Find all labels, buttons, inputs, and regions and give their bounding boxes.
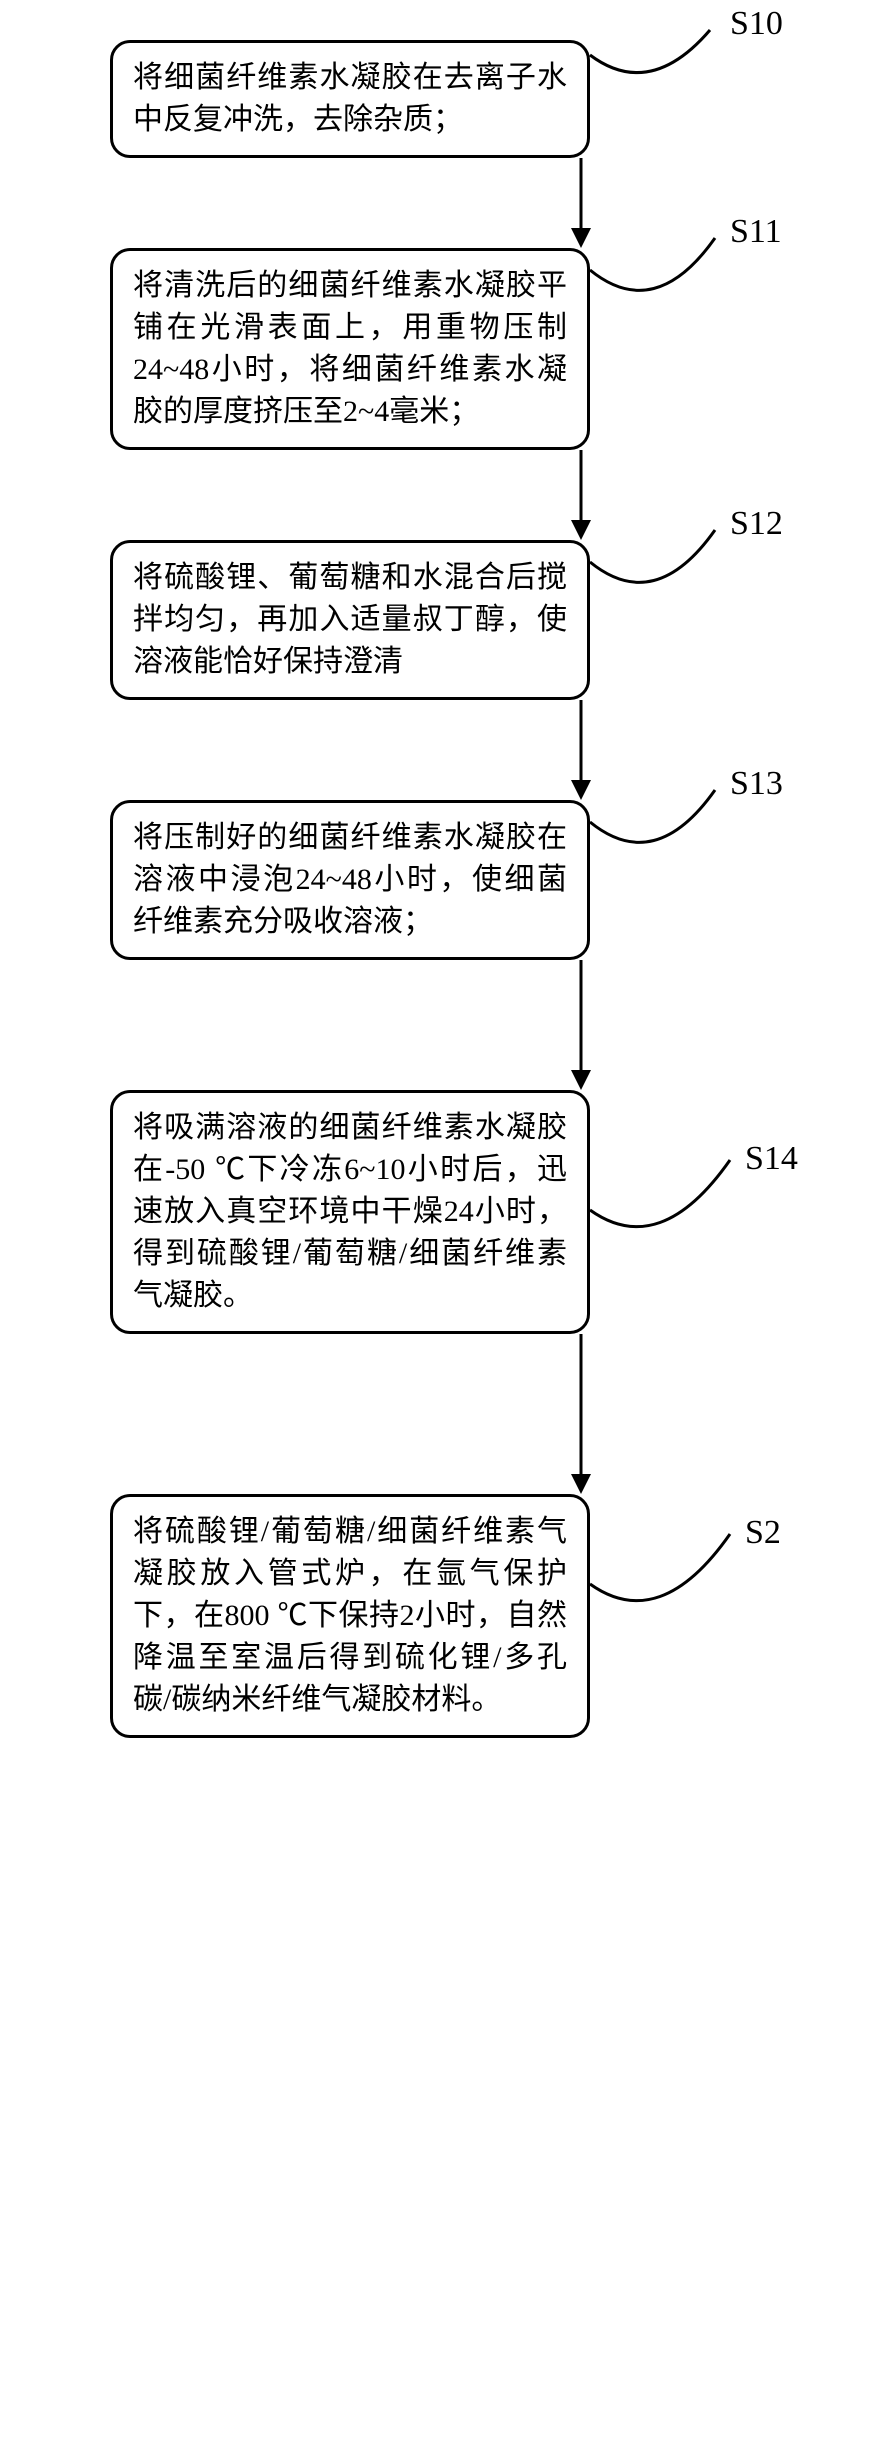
step-text-s10: 将细菌纤维素水凝胶在去离子水中反复冲洗，去除杂质； bbox=[133, 61, 567, 136]
connector-s12 bbox=[580, 520, 860, 610]
arrow-s14-s2 bbox=[561, 1334, 601, 1494]
step-row-s14: 将吸满溶液的细菌纤维素水凝胶在-50 ℃下冷冻6~10小时后，迅速放入真空环境中… bbox=[60, 1090, 831, 1334]
step-box-s11: 将清洗后的细菌纤维素水凝胶平铺在光滑表面上，用重物压制24~48小时，将细菌纤维… bbox=[110, 248, 590, 450]
connector-s13 bbox=[580, 780, 860, 870]
step-label-s10: S10 bbox=[730, 5, 783, 43]
step-row-s10: 将细菌纤维素水凝胶在去离子水中反复冲洗，去除杂质； S10 bbox=[60, 40, 831, 158]
flowchart-container: 将细菌纤维素水凝胶在去离子水中反复冲洗，去除杂质； S10 将清洗后的细菌纤维素… bbox=[60, 40, 831, 1738]
step-label-s12: S12 bbox=[730, 505, 783, 543]
step-box-s10: 将细菌纤维素水凝胶在去离子水中反复冲洗，去除杂质； bbox=[110, 40, 590, 158]
step-row-s13: 将压制好的细菌纤维素水凝胶在溶液中浸泡24~48小时，使细菌纤维素充分吸收溶液；… bbox=[60, 800, 831, 960]
step-row-s12: 将硫酸锂、葡萄糖和水混合后搅拌均匀，再加入适量叔丁醇，使溶液能恰好保持澄清 S1… bbox=[60, 540, 831, 700]
step-box-s2: 将硫酸锂/葡萄糖/细菌纤维素气凝胶放入管式炉，在氩气保护下，在800 ℃下保持2… bbox=[110, 1494, 590, 1738]
step-text-s14: 将吸满溶液的细菌纤维素水凝胶在-50 ℃下冷冻6~10小时后，迅速放入真空环境中… bbox=[133, 1111, 567, 1312]
arrow-s10-s11 bbox=[561, 158, 601, 248]
arrow-s13-s14 bbox=[561, 960, 601, 1090]
step-box-s12: 将硫酸锂、葡萄糖和水混合后搅拌均匀，再加入适量叔丁醇，使溶液能恰好保持澄清 bbox=[110, 540, 590, 700]
step-label-s14: S14 bbox=[745, 1140, 798, 1178]
connector-s14 bbox=[580, 1150, 860, 1260]
step-row-s11: 将清洗后的细菌纤维素水凝胶平铺在光滑表面上，用重物压制24~48小时，将细菌纤维… bbox=[60, 248, 831, 450]
arrow-s11-s12 bbox=[561, 450, 601, 540]
step-text-s13: 将压制好的细菌纤维素水凝胶在溶液中浸泡24~48小时，使细菌纤维素充分吸收溶液； bbox=[133, 821, 567, 938]
connector-s11 bbox=[580, 228, 860, 318]
step-text-s2: 将硫酸锂/葡萄糖/细菌纤维素气凝胶放入管式炉，在氩气保护下，在800 ℃下保持2… bbox=[133, 1515, 567, 1716]
step-text-s12: 将硫酸锂、葡萄糖和水混合后搅拌均匀，再加入适量叔丁醇，使溶液能恰好保持澄清 bbox=[133, 561, 567, 678]
step-label-s2: S2 bbox=[745, 1514, 781, 1552]
step-label-s11: S11 bbox=[730, 213, 782, 251]
connector-s10 bbox=[580, 20, 860, 100]
step-row-s2: 将硫酸锂/葡萄糖/细菌纤维素气凝胶放入管式炉，在氩气保护下，在800 ℃下保持2… bbox=[60, 1494, 831, 1738]
step-box-s13: 将压制好的细菌纤维素水凝胶在溶液中浸泡24~48小时，使细菌纤维素充分吸收溶液； bbox=[110, 800, 590, 960]
arrow-s12-s13 bbox=[561, 700, 601, 800]
step-label-s13: S13 bbox=[730, 765, 783, 803]
connector-s2 bbox=[580, 1524, 860, 1634]
step-box-s14: 将吸满溶液的细菌纤维素水凝胶在-50 ℃下冷冻6~10小时后，迅速放入真空环境中… bbox=[110, 1090, 590, 1334]
step-text-s11: 将清洗后的细菌纤维素水凝胶平铺在光滑表面上，用重物压制24~48小时，将细菌纤维… bbox=[133, 269, 567, 428]
